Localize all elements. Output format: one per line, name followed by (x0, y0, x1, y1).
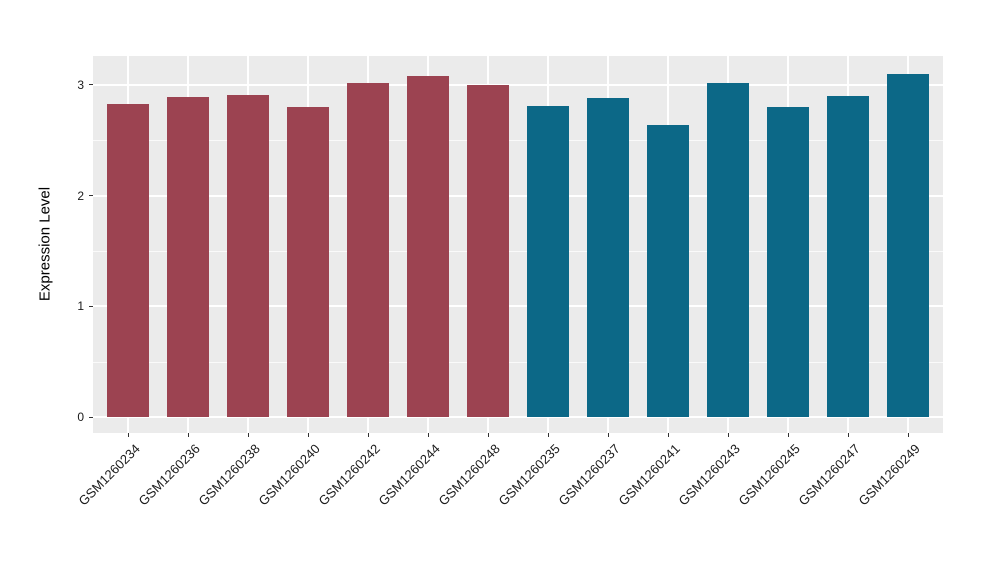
x-tick-mark (307, 433, 309, 437)
bar-GSM1260234 (107, 103, 149, 417)
x-tick-label-text: GSM1260241 (615, 441, 683, 509)
x-tick-label-text: GSM1260240 (255, 441, 323, 509)
bar-GSM1260237 (587, 98, 629, 417)
y-gridline-major (93, 194, 943, 197)
y-tick-label: 1 (77, 299, 84, 314)
y-tick-mark (89, 305, 93, 307)
bar-GSM1260245 (767, 106, 809, 417)
y-gridline-minor (93, 250, 943, 252)
x-tick-mark (667, 433, 669, 437)
bar-GSM1260243 (707, 82, 749, 417)
x-tick-mark (547, 433, 549, 437)
x-tick-label-text: GSM1260235 (495, 441, 563, 509)
y-tick-mark (89, 416, 93, 418)
y-tick-label: 2 (77, 188, 84, 203)
x-tick-mark (487, 433, 489, 437)
y-gridline-major (93, 416, 943, 418)
x-tick-mark (787, 433, 789, 437)
y-axis-title: Expression Level (36, 186, 54, 302)
bar-GSM1260247 (827, 95, 869, 417)
x-tick-label-text: GSM1260242 (315, 441, 383, 509)
x-tick-mark (127, 433, 129, 437)
x-tick-label-text: GSM1260243 (675, 441, 743, 509)
bar-GSM1260235 (527, 105, 569, 417)
x-tick-mark (607, 433, 609, 437)
bar-GSM1260240 (287, 106, 329, 417)
x-tick-label-text: GSM1260237 (555, 441, 623, 509)
bar-GSM1260238 (227, 94, 269, 417)
x-tick-mark (727, 433, 729, 437)
bar-GSM1260236 (167, 96, 209, 417)
x-tick-mark (847, 433, 849, 437)
x-tick-mark (367, 433, 369, 437)
x-tick-label-text: GSM1260247 (795, 441, 863, 509)
x-tick-mark (247, 433, 249, 437)
y-tick-mark (89, 195, 93, 197)
y-gridline-major (93, 305, 943, 308)
y-gridline-major (93, 83, 943, 86)
bar-GSM1260244 (407, 75, 449, 417)
x-tick-label-text: GSM1260249 (855, 441, 923, 509)
y-tick-label: 0 (77, 410, 84, 424)
x-tick-mark (427, 433, 429, 437)
plot-panel (93, 56, 943, 433)
y-gridline-minor (93, 140, 943, 142)
y-tick-mark (89, 84, 93, 86)
x-tick-label-text: GSM1260238 (195, 441, 263, 509)
bar-GSM1260242 (347, 82, 389, 417)
bar-GSM1260241 (647, 124, 689, 417)
bar-GSM1260248 (467, 84, 509, 417)
x-tick-label-text: GSM1260244 (375, 441, 443, 509)
x-tick-label-text: GSM1260234 (75, 441, 143, 509)
x-tick-label-text: GSM1260245 (735, 441, 803, 509)
bar-GSM1260249 (887, 73, 929, 417)
y-tick-label: 3 (77, 77, 84, 92)
x-tick-mark (187, 433, 189, 437)
x-tick-label-text: GSM1260248 (435, 441, 503, 509)
x-tick-label-text: GSM1260236 (135, 441, 203, 509)
y-gridline-minor (93, 361, 943, 363)
x-tick-mark (907, 433, 909, 437)
